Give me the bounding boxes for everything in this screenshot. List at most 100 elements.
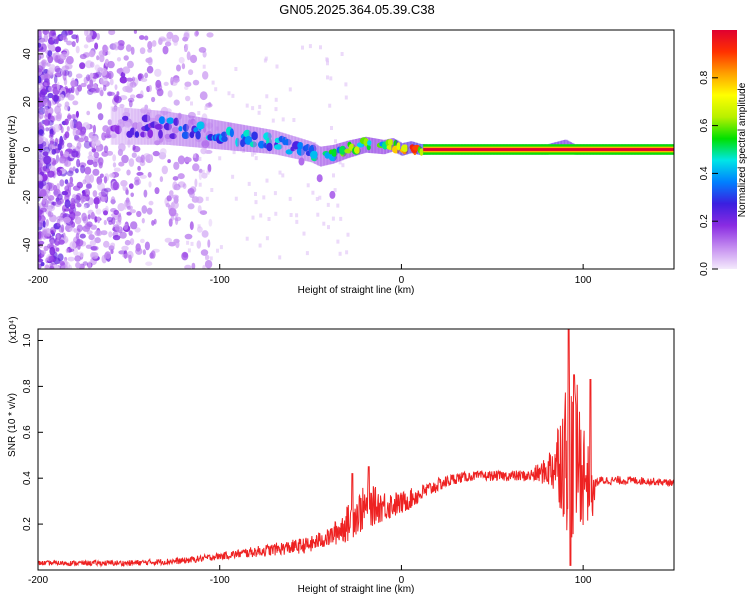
noise-speck — [340, 52, 344, 56]
noise-speck — [219, 245, 223, 250]
noise-blob — [70, 114, 77, 119]
noise-blob — [83, 140, 91, 149]
noise-speck — [265, 236, 269, 241]
noise-blob — [95, 208, 102, 215]
noise-blob — [42, 175, 48, 181]
noise-blob — [38, 130, 45, 137]
noise-blob — [75, 86, 80, 96]
noise-blob — [92, 168, 100, 176]
ridge-blob — [339, 145, 347, 155]
noise-blob — [82, 179, 87, 185]
noise-speck — [198, 156, 202, 161]
noise-blob — [147, 41, 153, 50]
noise-blob — [201, 230, 209, 238]
noise-blob — [56, 169, 63, 177]
snr-x-tick-label: -100 — [210, 575, 230, 586]
noise-blob — [172, 181, 178, 191]
noise-speck — [322, 221, 326, 226]
ridge-halo — [232, 123, 235, 151]
noise-blob — [183, 157, 192, 163]
noise-speck — [336, 203, 340, 208]
noise-blob — [51, 148, 57, 155]
ridge-blob — [154, 123, 164, 130]
spectrogram-y-tick-label: -20 — [22, 190, 33, 205]
noise-blob — [112, 181, 120, 191]
noise-blob — [55, 113, 62, 122]
noise-blob — [76, 224, 83, 232]
ridge-halo — [136, 108, 139, 145]
noise-blob — [143, 189, 148, 198]
ridge-halo — [161, 110, 164, 145]
noise-blob — [90, 211, 95, 220]
noise-speck — [205, 196, 209, 201]
noise-blob — [109, 173, 115, 178]
noise-blob — [143, 153, 151, 160]
noise-speck — [275, 64, 279, 69]
noise-blob — [136, 93, 144, 99]
noise-blob — [154, 187, 160, 195]
noise-blob — [44, 264, 50, 269]
noise-blob — [186, 51, 191, 61]
noise-blob — [86, 84, 91, 90]
spectrogram-x-ticks: -200 -100 0 100 — [28, 264, 592, 286]
noise-blob — [63, 216, 71, 223]
noise-blob — [43, 73, 51, 81]
noise-blob — [99, 54, 105, 63]
noise-blob — [64, 199, 71, 209]
noise-blob — [189, 186, 197, 193]
noise-blob — [123, 223, 129, 230]
noise-blob — [38, 65, 43, 73]
noise-blob — [106, 51, 111, 55]
ridge-branch — [298, 157, 305, 166]
noise-blob — [79, 53, 87, 60]
noise-blob — [53, 75, 58, 84]
noise-blob — [174, 216, 182, 222]
ridge-halo — [257, 127, 260, 153]
noise-blob — [72, 246, 78, 256]
noise-speck — [254, 156, 258, 161]
noise-blob — [100, 76, 108, 85]
noise-speck — [316, 212, 320, 217]
noise-speck — [288, 196, 292, 201]
ridge-halo — [206, 118, 209, 149]
noise-blob — [118, 250, 126, 255]
noise-blob — [86, 30, 93, 38]
noise-blob — [97, 113, 104, 121]
noise-blob — [39, 207, 47, 213]
noise-blob — [67, 256, 75, 262]
noise-speck — [234, 196, 238, 201]
noise-speck — [216, 248, 219, 253]
noise-speck — [289, 213, 293, 217]
noise-blob — [66, 56, 74, 65]
ridge-halo — [181, 114, 184, 147]
snr-x-tick-label: 0 — [399, 575, 405, 586]
noise-blob — [96, 176, 103, 185]
ridge-halo — [279, 131, 282, 156]
noise-blob — [89, 133, 93, 138]
noise-blob — [55, 154, 60, 163]
ridge-halo — [138, 108, 141, 145]
noise-blob — [175, 240, 180, 249]
ridge-halo — [237, 123, 240, 152]
ridge-blob — [367, 140, 372, 146]
noise-speck — [344, 82, 348, 87]
noise-blob — [166, 195, 172, 202]
colorbar-tick-label: 0.4 — [699, 166, 710, 180]
noise-blob — [88, 151, 93, 157]
noise-blob — [156, 88, 164, 97]
noise-blob — [71, 150, 79, 158]
noise-blob — [102, 85, 107, 92]
noise-blob — [38, 136, 44, 145]
noise-blob — [112, 154, 117, 162]
noise-blob — [184, 81, 192, 87]
ridge-blob — [196, 121, 205, 130]
noise-blob — [64, 104, 69, 111]
ridge-halo — [203, 118, 206, 149]
noise-speck — [232, 150, 236, 155]
noise-speck — [338, 251, 342, 256]
noise-blob — [160, 37, 167, 42]
noise-speck — [302, 231, 306, 236]
ridge-halo — [120, 107, 123, 145]
noise-blob — [63, 37, 68, 43]
noise-blob — [128, 254, 132, 264]
